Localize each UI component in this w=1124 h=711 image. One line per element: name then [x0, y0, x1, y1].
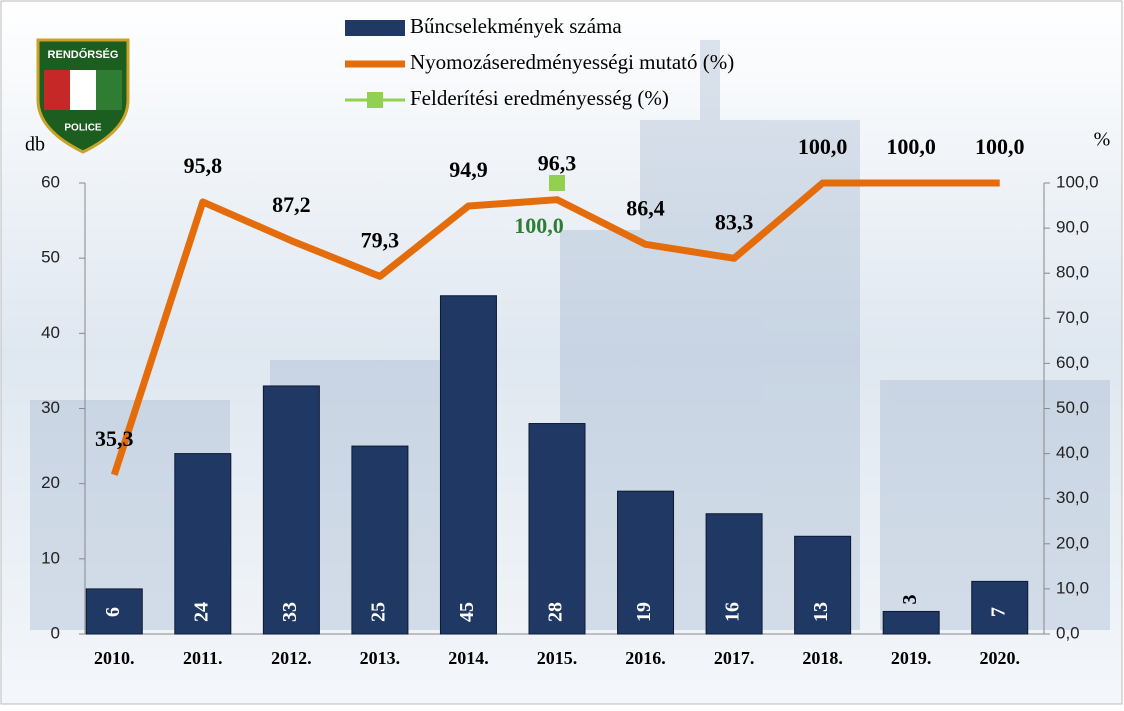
bar-value-label: 28: [545, 602, 567, 622]
x-tick-label: 2018.: [802, 648, 843, 668]
bar-value-label: 6: [102, 607, 124, 617]
legend-label: Felderítési eredményesség (%): [410, 86, 669, 110]
point-value-label: 100,0: [514, 213, 564, 238]
point: [549, 175, 565, 191]
y-tick-label: 60: [41, 172, 60, 191]
y-tick-label: 40: [41, 323, 60, 342]
line-value-label: 100,0: [886, 134, 936, 159]
bar-value-label: 3: [899, 594, 921, 604]
bar: [263, 386, 319, 634]
y2-tick-label: 40,0: [1056, 443, 1089, 462]
x-tick-label: 2012.: [271, 648, 312, 668]
chart: RENDŐRSÉG POLICE db % 0 10 20 30 40 50 60 0,0 10…: [0, 0, 1124, 706]
legend-swatch: [345, 20, 405, 36]
y2-tick-label: 60,0: [1056, 353, 1089, 372]
line-value-label: 95,8: [184, 153, 223, 178]
line-value-label: 100,0: [975, 134, 1025, 159]
line-value-label: 86,4: [626, 195, 665, 220]
line-value-label: 35,3: [95, 426, 134, 451]
y-tick-label: 30: [41, 398, 60, 417]
legend-label: Nyomozáseredményességi mutató (%): [410, 50, 734, 74]
line-value-label: 79,3: [361, 227, 400, 252]
x-tick-label: 2019.: [891, 648, 932, 668]
y-tick-label: 50: [41, 248, 60, 267]
y2-tick-label: 20,0: [1056, 533, 1089, 552]
x-tick-label: 2013.: [360, 648, 401, 668]
x-tick-label: 2017.: [714, 648, 755, 668]
legend-label: Bűncselekmények száma: [410, 14, 622, 38]
y2-tick-label: 90,0: [1056, 218, 1089, 237]
line-value-label: 87,2: [272, 192, 311, 217]
y-tick-label: 20: [41, 473, 60, 492]
y2-tick-label: 0,0: [1056, 623, 1080, 642]
y-tick-label: 10: [41, 548, 60, 567]
y2-tick-label: 70,0: [1056, 308, 1089, 327]
bar: [883, 611, 939, 634]
y-tick-label: 0: [51, 623, 60, 642]
page: {"logo": {"top": "RENDŐRSÉG", "bottom": …: [0, 0, 1124, 706]
bar-value-label: 33: [279, 602, 301, 622]
y2-axis-label: %: [1094, 129, 1111, 151]
x-tick-label: 2010.: [94, 648, 135, 668]
y-axis-label: db: [25, 134, 45, 156]
y2-tick-label: 80,0: [1056, 263, 1089, 282]
y2-tick-label: 10,0: [1056, 578, 1089, 597]
legend-swatch: [367, 92, 383, 108]
x-tick-label: 2011.: [183, 648, 223, 668]
bar-value-label: 19: [633, 602, 655, 622]
x-tick-label: 2016.: [625, 648, 666, 668]
bar: [440, 296, 496, 634]
logo-text: RENDŐRSÉG: [48, 48, 119, 61]
y2-tick-label: 50,0: [1056, 398, 1089, 417]
logo-text: POLICE: [64, 123, 102, 134]
line-value-label: 96,3: [538, 151, 577, 176]
x-tick-label: 2014.: [448, 648, 489, 668]
line-value-label: 83,3: [715, 209, 754, 234]
line-value-label: 100,0: [798, 134, 848, 159]
bar-value-label: 25: [368, 602, 390, 622]
bar-value-label: 13: [810, 602, 832, 622]
x-tick-label: 2020.: [979, 648, 1020, 668]
y2-tick-label: 100,0: [1056, 172, 1099, 191]
bar-value-label: 16: [722, 602, 744, 622]
line-value-label: 94,9: [449, 157, 488, 182]
bar-value-label: 24: [190, 602, 212, 622]
x-tick-label: 2015.: [537, 648, 578, 668]
y2-tick-label: 30,0: [1056, 488, 1089, 507]
bar-value-label: 7: [987, 607, 1009, 617]
bar-value-label: 45: [456, 602, 478, 622]
